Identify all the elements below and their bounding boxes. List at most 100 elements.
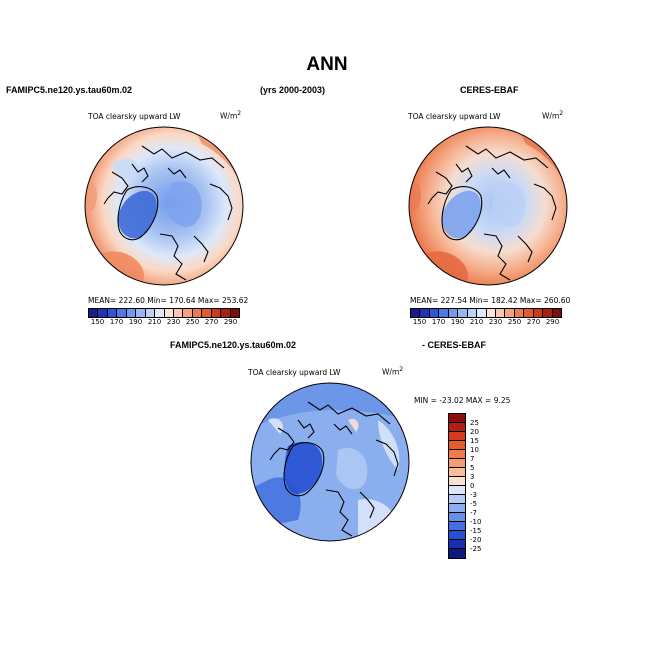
diff-colorbar-swatch: [449, 540, 465, 549]
model-colorbar: 150 170 190 210 230 250 270 290: [88, 308, 240, 328]
diff-colorbar-swatch: [449, 477, 465, 486]
diff-colorbar-swatch: [449, 468, 465, 477]
model-units-label: W/m2: [220, 110, 242, 121]
model-colorbar-swatch: [98, 309, 108, 317]
model-polar-map: [84, 126, 244, 286]
model-colorbar-swatch: [192, 309, 203, 317]
model-colorbar-tick-label: 270: [204, 318, 219, 326]
obs-colorbar-tick-label: 250: [507, 318, 522, 326]
model-colorbar-tick-label: 210: [147, 318, 162, 326]
diff-colorbar-swatch: [449, 504, 465, 513]
diff-stats: MIN = -23.02 MAX = 9.25: [414, 396, 511, 405]
obs-colorbar-tick-label: 170: [431, 318, 446, 326]
diff-polar-map: [250, 382, 410, 542]
diff-colorbar-tick-label: -25: [470, 545, 482, 553]
model-colorbar-swatch: [183, 309, 193, 317]
diff-colorbar-tick-label: -7: [470, 509, 477, 517]
obs-colorbar-swatch: [411, 309, 421, 317]
model-colorbar-tick-label: 290: [223, 318, 238, 326]
obs-colorbar-swatch: [448, 309, 459, 317]
obs-colorbar-swatch: [458, 309, 468, 317]
diff-units-label: W/m2: [382, 366, 404, 377]
diff-colorbar-swatch: [449, 414, 465, 423]
obs-colorbar-swatch: [477, 309, 487, 317]
obs-colorbar-swatch: [524, 309, 534, 317]
obs-colorbar-swatch: [420, 309, 430, 317]
diff-colorbar-tick-label: -5: [470, 500, 477, 508]
greenland-region: [284, 442, 323, 494]
obs-colorbar-swatch: [439, 309, 449, 317]
model-stats: MEAN= 222.60 Min= 170.64 Max= 253.62: [88, 296, 249, 305]
model-colorbar-swatch: [145, 309, 156, 317]
obs-label: CERES-EBAF: [460, 85, 519, 95]
obs-colorbar-tick-label: 230: [488, 318, 503, 326]
diff-colorbar-swatch: [449, 423, 465, 432]
diff-colorbar-tick-label: 25: [470, 419, 479, 427]
diff-model-label: FAMIPC5.ne120.ys.tau60m.02: [170, 340, 297, 350]
obs-stats: MEAN= 227.54 Min= 182.42 Max= 260.60: [410, 296, 571, 305]
greenland-region: [442, 190, 481, 239]
diff-colorbar-tick-label: 5: [470, 464, 475, 472]
model-colorbar-tick-label: 170: [109, 318, 124, 326]
diff-colorbar-tick-label: 15: [470, 437, 479, 445]
model-colorbar-tick-label: 230: [166, 318, 181, 326]
model-colorbar-swatch: [173, 309, 184, 317]
obs-colorbar-tick-label: 210: [469, 318, 484, 326]
obs-polar-map: [408, 126, 568, 286]
diff-colorbar-tick-label: -15: [470, 527, 482, 535]
obs-colorbar-tick-label: 270: [526, 318, 541, 326]
diff-colorbar-tick-label: 7: [470, 455, 475, 463]
obs-units-label: W/m2: [542, 110, 564, 121]
obs-variable-label: TOA clearsky upward LW: [408, 112, 501, 121]
diff-colorbar-swatch: [449, 513, 465, 522]
obs-colorbar-swatch: [429, 309, 440, 317]
diff-colorbar-tick-label: 3: [470, 473, 475, 481]
diff-colorbar-tick-label: 0: [470, 482, 475, 490]
diff-colorbar-tick-label: -20: [470, 536, 482, 544]
diff-colorbar-swatch: [449, 459, 465, 468]
model-colorbar-swatch: [221, 309, 231, 317]
obs-colorbar-swatch: [533, 309, 544, 317]
obs-colorbar-tick-label: 150: [412, 318, 427, 326]
obs-colorbar-swatch: [486, 309, 496, 317]
diff-colorbar-tick-label: 20: [470, 428, 479, 436]
model-variable-label: TOA clearsky upward LW: [88, 112, 181, 121]
model-colorbar-tick-label: 190: [128, 318, 143, 326]
diff-colorbar-tick-label: -10: [470, 518, 482, 526]
model-colorbar-tick-label: 150: [90, 318, 105, 326]
diff-obs-label: - CERES-EBAF: [422, 340, 487, 350]
model-colorbar-swatch: [211, 309, 222, 317]
model-colorbar-swatch: [117, 309, 127, 317]
obs-colorbar-swatch: [505, 309, 515, 317]
diff-colorbar-tick-label: -3: [470, 491, 477, 499]
model-colorbar-swatch: [164, 309, 174, 317]
diff-colorbar-swatch: [449, 549, 465, 558]
diff-colorbar-swatch: [449, 486, 465, 495]
model-colorbar-swatch: [136, 309, 146, 317]
diff-colorbar-tick-label: 10: [470, 446, 479, 454]
diff-colorbar-swatch: [449, 441, 465, 450]
model-colorbar-swatch: [126, 309, 137, 317]
diff-colorbar-swatch: [449, 531, 465, 540]
diff-colorbar-labels: 25 20 15 10 7 5 3 0 -3 -5 -7 -10 -15 -20 -25: [470, 413, 500, 553]
diff-colorbar-swatch: [449, 495, 465, 504]
obs-colorbar-swatch: [467, 309, 478, 317]
years-label: (yrs 2000-2003): [260, 85, 326, 95]
obs-colorbar-tick-label: 190: [450, 318, 465, 326]
obs-colorbar-swatch: [514, 309, 525, 317]
model-colorbar-swatch: [107, 309, 118, 317]
diff-colorbar-swatch: [449, 450, 465, 459]
figure-title: ANN: [306, 54, 348, 75]
diff-colorbar-swatch: [449, 522, 465, 531]
model-colorbar-tick-label: 250: [185, 318, 200, 326]
model-colorbar-swatch: [230, 309, 239, 317]
obs-colorbar-swatch: [543, 309, 553, 317]
diff-variable-label: TOA clearsky upward LW: [248, 368, 341, 377]
obs-colorbar: 150 170 190 210 230 250 270 290: [410, 308, 562, 328]
model-colorbar-swatch: [202, 309, 212, 317]
model-colorbar-swatch: [89, 309, 99, 317]
diff-colorbar: [448, 413, 466, 559]
model-colorbar-swatch: [155, 309, 165, 317]
obs-colorbar-swatch: [552, 309, 561, 317]
model-case-label: FAMIPC5.ne120.ys.tau60m.02: [6, 85, 133, 95]
